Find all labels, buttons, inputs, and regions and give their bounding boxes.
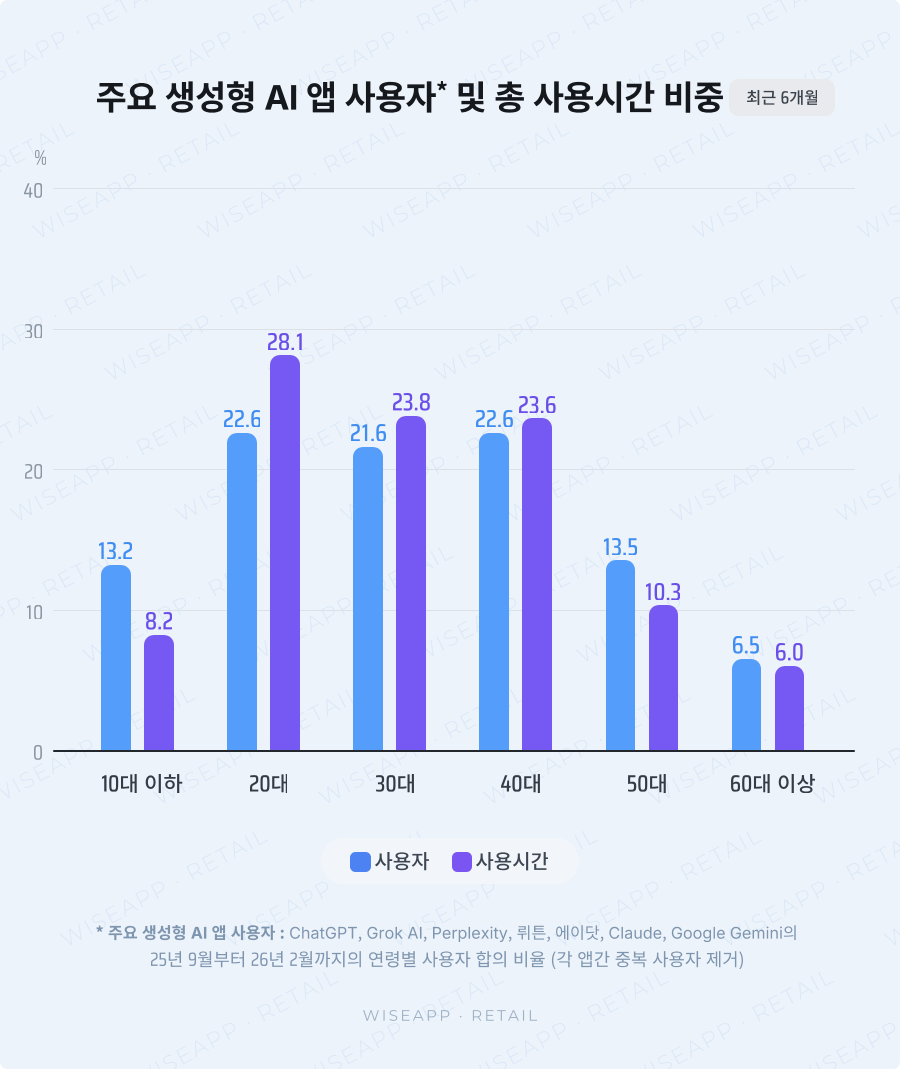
chart-title [97, 80, 723, 113]
brand-logo [363, 1010, 537, 1021]
y-tick-label-10 [26, 604, 42, 620]
y-tick-label-30 [24, 323, 42, 339]
value-label-usage-time-1 [268, 332, 302, 351]
bar-usage-time-5 [774, 665, 805, 750]
value-label-usage-time-4 [646, 582, 681, 601]
gridline-20 [53, 469, 855, 470]
x-category-label-5 [730, 773, 815, 794]
legend-label-users [374, 852, 429, 871]
bar-usage-time-0 [144, 634, 174, 750]
value-label-usage-time-0 [145, 612, 173, 630]
period-badge-label [746, 90, 818, 106]
legend-label-time [475, 852, 549, 871]
y-tick-label-20 [24, 464, 43, 479]
bar-users-0 [101, 564, 131, 750]
x-category-label-3 [501, 773, 541, 794]
gridline-30 [53, 328, 855, 330]
bar-users-5 [731, 658, 762, 750]
bar-users-1 [227, 432, 257, 750]
x-category-label-1 [249, 773, 288, 794]
period-badge: 최근 6개월 [729, 79, 835, 116]
value-label-users-4 [603, 537, 637, 556]
x-category-label-4 [627, 773, 666, 794]
gridline-10 [53, 609, 855, 611]
value-label-usage-time-3 [518, 395, 556, 414]
y-axis-unit-label [34, 150, 46, 165]
bar-usage-time-4 [648, 605, 678, 750]
x-axis-line [53, 749, 855, 753]
value-label-users-5 [733, 636, 760, 654]
value-label-users-0 [99, 541, 133, 560]
legend-swatch-users [350, 851, 371, 872]
value-label-users-1 [223, 409, 261, 428]
x-category-label-0 [102, 773, 183, 794]
footnote-line-2 [150, 951, 743, 970]
value-label-usage-time-2 [392, 393, 430, 411]
bar-usage-time-1 [270, 355, 300, 750]
bar-users-4 [605, 560, 635, 750]
value-label-users-2 [350, 423, 386, 442]
gridline-40 [53, 188, 855, 189]
bar-users-3 [479, 432, 509, 750]
bar-usage-time-2 [396, 415, 426, 750]
y-tick-label-40 [23, 183, 43, 198]
y-tick-label-0 [34, 745, 43, 760]
value-label-usage-time-5 [775, 643, 803, 661]
x-category-label-2 [375, 773, 414, 794]
footnote-line-1 [96, 924, 796, 942]
bar-users-2 [353, 446, 383, 750]
value-label-users-3 [475, 409, 513, 428]
bar-usage-time-3 [522, 418, 552, 750]
legend-swatch-time [451, 851, 472, 872]
